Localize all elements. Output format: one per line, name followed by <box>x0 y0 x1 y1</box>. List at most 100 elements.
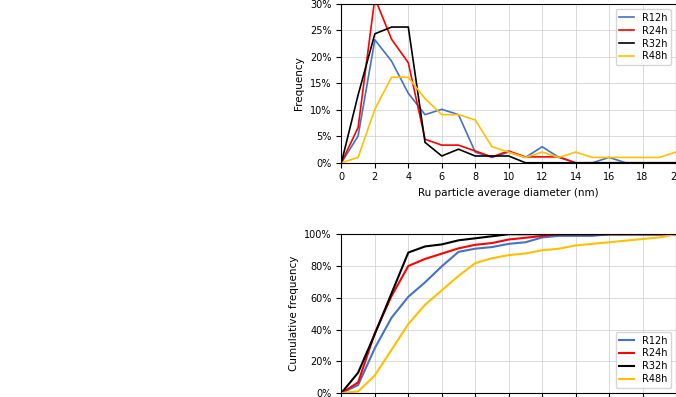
R12h <box>421 280 429 285</box>
R24h <box>337 160 345 165</box>
R24h <box>605 160 613 165</box>
R48h <box>672 232 676 237</box>
R12h <box>572 233 580 238</box>
Line: R24h: R24h <box>341 0 676 163</box>
X-axis label: Ru particle average diameter (nm): Ru particle average diameter (nm) <box>418 188 599 198</box>
R48h <box>655 235 663 240</box>
R48h <box>454 274 462 278</box>
R24h <box>454 143 462 148</box>
R24h <box>588 232 596 237</box>
R24h <box>521 235 529 240</box>
R48h <box>370 107 379 112</box>
R48h <box>488 145 496 149</box>
R12h <box>488 245 496 249</box>
R48h <box>638 237 646 241</box>
R48h <box>588 241 596 246</box>
R12h <box>555 233 563 238</box>
R32h <box>404 25 412 29</box>
R32h <box>387 25 395 29</box>
R32h <box>605 160 613 165</box>
R12h <box>622 160 630 165</box>
R12h <box>605 232 613 237</box>
R12h <box>521 240 529 245</box>
R32h <box>504 232 512 237</box>
R32h <box>572 232 580 237</box>
R48h <box>672 150 676 154</box>
R24h <box>672 232 676 237</box>
R24h <box>488 154 496 159</box>
R48h <box>521 155 529 160</box>
Line: R12h: R12h <box>341 40 676 163</box>
R32h <box>655 160 663 165</box>
R32h <box>488 154 496 158</box>
R48h <box>605 240 613 245</box>
Y-axis label: Cumulative frequency: Cumulative frequency <box>289 256 299 371</box>
R32h <box>387 291 395 296</box>
R32h <box>471 154 479 158</box>
R24h <box>655 160 663 165</box>
R32h <box>555 232 563 237</box>
R24h <box>354 125 362 130</box>
R32h <box>337 160 345 165</box>
R48h <box>454 112 462 117</box>
R12h <box>471 150 479 154</box>
R24h <box>438 251 446 256</box>
Text: R48h: R48h <box>179 210 215 224</box>
R32h <box>438 242 446 247</box>
R12h <box>471 246 479 251</box>
R48h <box>521 251 529 256</box>
R12h <box>354 383 362 387</box>
R12h <box>538 145 546 149</box>
R32h <box>370 331 379 336</box>
R24h <box>555 232 563 237</box>
R48h <box>354 155 362 160</box>
R32h <box>588 160 596 165</box>
R48h <box>572 243 580 248</box>
R12h <box>337 160 345 165</box>
R24h <box>421 256 429 261</box>
R48h <box>337 391 345 395</box>
R48h <box>370 373 379 378</box>
R48h <box>555 246 563 251</box>
R48h <box>337 160 345 165</box>
R32h <box>638 232 646 237</box>
R48h <box>488 256 496 261</box>
R24h <box>337 391 345 395</box>
R48h <box>421 303 429 307</box>
R32h <box>588 232 596 237</box>
R12h <box>370 37 379 42</box>
R32h <box>521 232 529 237</box>
R24h <box>555 154 563 159</box>
R48h <box>605 155 613 160</box>
R12h <box>588 160 596 165</box>
R12h <box>404 295 412 299</box>
Line: R48h: R48h <box>341 77 676 163</box>
R12h <box>572 160 580 165</box>
R12h <box>622 232 630 237</box>
R24h <box>404 264 412 268</box>
R12h <box>337 391 345 395</box>
R24h <box>354 380 362 385</box>
R32h <box>354 93 362 97</box>
R24h <box>538 154 546 159</box>
R32h <box>337 391 345 395</box>
R48h <box>404 75 412 80</box>
R32h <box>572 160 580 165</box>
R32h <box>638 160 646 165</box>
R24h <box>387 37 395 42</box>
R32h <box>421 244 429 249</box>
R32h <box>538 232 546 237</box>
R12h <box>504 241 512 246</box>
Text: R12h: R12h <box>10 12 46 25</box>
R24h <box>421 137 429 142</box>
R24h <box>622 232 630 237</box>
R24h <box>504 237 512 242</box>
R12h <box>387 315 395 320</box>
R48h <box>404 322 412 326</box>
R24h <box>572 232 580 237</box>
R32h <box>488 234 496 239</box>
R12h <box>605 155 613 160</box>
R24h <box>638 160 646 165</box>
R48h <box>387 75 395 80</box>
R24h <box>471 243 479 247</box>
